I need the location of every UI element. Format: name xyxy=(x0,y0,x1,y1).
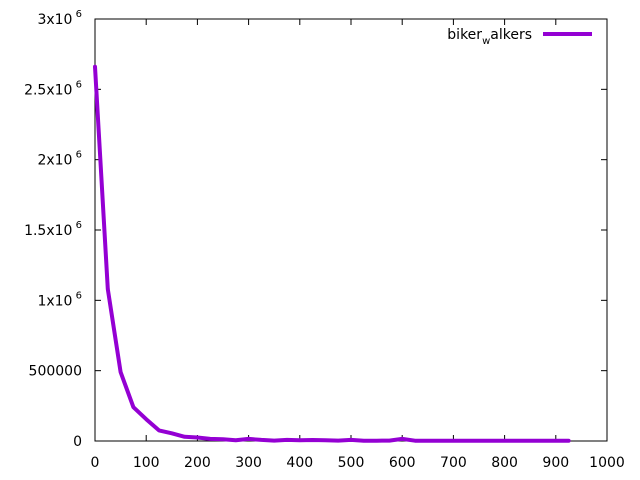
series-line-biker-walkers xyxy=(93,64,571,443)
series-group xyxy=(93,64,571,443)
y-axis: 0 500000 1x10 6 1.5x10 6 2x10 6 2.5x10 6 3x10 … xyxy=(24,9,607,450)
x-tick-label: 200 xyxy=(184,455,211,471)
x-tick-label: 500 xyxy=(338,455,365,471)
y-tick-label: 2.5x10 6 xyxy=(24,79,82,98)
y-tick-label: 500000 xyxy=(29,364,82,380)
x-tick-label: 900 xyxy=(542,455,569,471)
plot-frame xyxy=(94,18,608,442)
y-tick-label: 0 xyxy=(73,434,82,450)
x-tick-label: 700 xyxy=(440,455,467,471)
x-tick-label: 300 xyxy=(235,455,262,471)
y-tick-label: 1x10 6 xyxy=(37,290,82,309)
x-tick-label: 0 xyxy=(91,455,100,471)
x-tick-label: 600 xyxy=(389,455,416,471)
y-tick-label: 3x10 6 xyxy=(37,9,82,28)
y-tick-label: 1.5x10 6 xyxy=(24,220,82,239)
x-tick-label: 400 xyxy=(286,455,313,471)
x-axis: 0 100 200 300 400 500 600 700 800 900 1000 xyxy=(91,19,625,471)
x-tick-label: 800 xyxy=(491,455,518,471)
x-tick-label: 100 xyxy=(133,455,160,471)
legend-label: bikerwalkers xyxy=(447,27,532,47)
legend: bikerwalkers xyxy=(447,27,592,47)
y-tick-label: 2x10 6 xyxy=(37,150,82,169)
x-tick-label: 1000 xyxy=(589,455,625,471)
